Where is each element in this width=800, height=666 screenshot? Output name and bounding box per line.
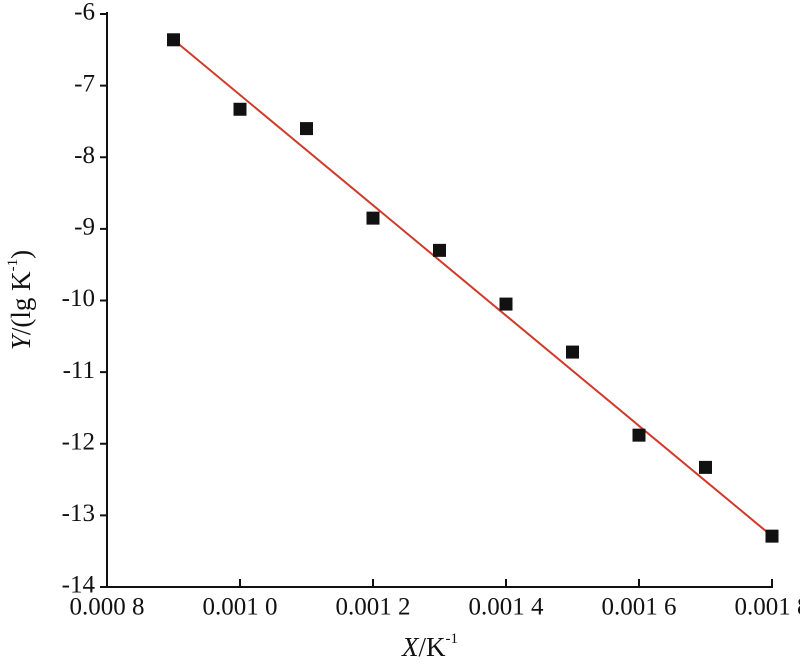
- x-tick-label: 0.001 8: [735, 594, 800, 621]
- point: [300, 122, 313, 136]
- y-tick-label: -9: [74, 214, 95, 241]
- y-tick-label: -12: [62, 428, 95, 455]
- point: [366, 211, 380, 225]
- y-tick-label: -14: [62, 572, 96, 599]
- point: [167, 33, 180, 47]
- y-tick-label: -7: [74, 70, 95, 97]
- y-tick-label: -6: [74, 0, 95, 26]
- x-tick-label: 0.001 6: [602, 594, 677, 621]
- point: [566, 345, 579, 359]
- x-tick-label: 0.001 2: [336, 594, 411, 621]
- point: [499, 297, 513, 311]
- point: [699, 460, 712, 474]
- y-axis-label: Y/(lg K-1): [5, 250, 36, 350]
- point: [765, 529, 779, 543]
- point: [632, 428, 646, 442]
- y-tick-label: -8: [74, 142, 95, 169]
- point: [233, 102, 247, 116]
- y-tick-label: -10: [62, 285, 95, 312]
- y-tick-label: -11: [63, 357, 95, 384]
- point: [433, 243, 446, 257]
- x-tick-label: 0.000 8: [70, 594, 145, 621]
- fit-line: [172, 39, 773, 537]
- y-tick-label: -13: [62, 500, 95, 527]
- x-axis-label: X/K-1: [401, 631, 458, 662]
- x-tick-label: 0.001 4: [469, 594, 545, 621]
- x-tick-label: 0.001 0: [203, 594, 278, 621]
